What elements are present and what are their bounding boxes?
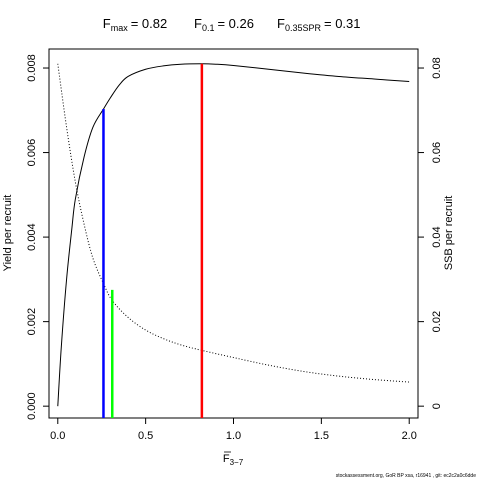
f035-value: = 0.31 xyxy=(324,16,361,31)
y-left-tick-label: 0.006 xyxy=(26,139,38,167)
y-right-tick-label: 0.06 xyxy=(431,142,443,163)
chart-title: Fmax = 0.82 xyxy=(103,16,167,33)
yield-per-recruit-line xyxy=(57,63,410,407)
y-left-tick-label: 0.002 xyxy=(26,308,38,336)
x-axis-title: F3−7 xyxy=(223,453,244,467)
fmax-subscript: max xyxy=(111,23,129,33)
f01-subscript: 0.1 xyxy=(202,23,215,33)
y-left-tick-label: 0.004 xyxy=(26,223,38,251)
fmax-symbol: F xyxy=(103,16,111,31)
y-left-tick-label: 0.000 xyxy=(26,392,38,420)
f01-symbol: F xyxy=(194,16,202,31)
f01-title: F0.1 = 0.26 xyxy=(194,16,254,33)
ssb-per-recruit-line xyxy=(57,63,410,383)
x-axis-title-base: F xyxy=(223,453,230,465)
x-tick-label: 2.0 xyxy=(402,430,417,442)
x-tick-label: 1.5 xyxy=(314,430,329,442)
f035-symbol: F xyxy=(277,16,285,31)
x-axis: 0.0 0.5 1.0 1.5 2.0 xyxy=(50,418,417,442)
y-right-tick-label: 0 xyxy=(431,403,443,409)
footnote: stockassessment.org, GoR BP xsa, r16941 … xyxy=(336,473,476,479)
series-group xyxy=(57,63,410,407)
f035-title: F0.35SPR = 0.31 xyxy=(277,16,361,33)
y-right-tick-label: 0.04 xyxy=(431,226,443,247)
reference-lines xyxy=(102,63,204,418)
x-tick-label: 0.5 xyxy=(138,430,153,442)
y-axis-left: 0.000 0.002 0.004 0.006 0.008 xyxy=(26,54,49,420)
y-axis-right-title: SSB per recruit xyxy=(443,196,455,271)
y-left-tick-label: 0.008 xyxy=(26,54,38,82)
y-right-tick-label: 0.08 xyxy=(431,57,443,78)
fmax-value: = 0.82 xyxy=(131,16,168,31)
x-tick-label: 0.0 xyxy=(50,430,65,442)
x-tick-label: 1.0 xyxy=(226,430,241,442)
f01-value: = 0.26 xyxy=(217,16,254,31)
y-right-tick-label: 0.02 xyxy=(431,311,443,332)
y-axis-left-title: Yield per recruit xyxy=(2,195,14,272)
f035-subscript: 0.35SPR xyxy=(285,23,322,33)
y-axis-right: 0 0.02 0.04 0.06 0.08 xyxy=(418,57,443,409)
x-axis-title-sub: 3−7 xyxy=(230,458,244,467)
